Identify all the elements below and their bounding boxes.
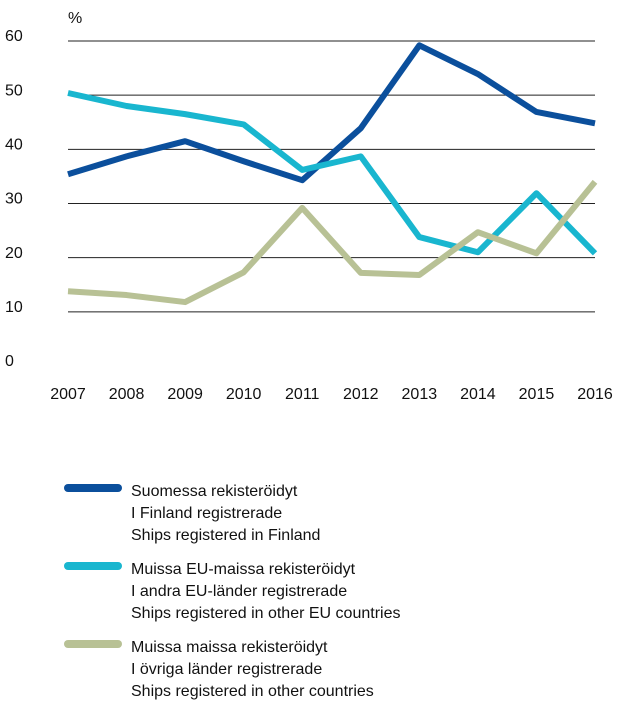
series-line [67,179,598,306]
legend-label: Muissa EU-maissa rekisteröidyt [131,561,356,578]
y-tick-label: 40 [5,137,23,154]
series-line [67,90,598,256]
x-tick-label: 2007 [50,386,86,403]
y-tick-label: 30 [5,191,23,208]
x-tick-label: 2011 [285,386,320,403]
x-tick-label: 2010 [226,386,262,403]
y-tick-label: 60 [5,28,23,45]
x-tick-label: 2015 [519,386,555,403]
x-tick-label: 2008 [109,386,145,403]
legend-label: Suomessa rekisteröidyt [131,483,298,500]
legend-label: Ships registered in other EU countries [131,605,400,622]
x-tick-label: 2014 [460,386,496,403]
legend-label: Ships registered in Finland [131,527,320,544]
legend-label: I Finland registrerade [131,505,282,522]
y-tick-label: 0 [5,353,14,370]
y-tick-label: 50 [5,82,23,99]
legend-label: I andra EU-länder registrerade [131,583,347,600]
series-line [67,42,596,184]
x-tick-label: 2012 [343,386,379,403]
legend-label: Ships registered in other countries [131,683,374,700]
legend-label: I övriga länder registrerade [131,661,322,678]
x-tick-label: 2009 [167,386,203,403]
y-tick-label: 20 [5,245,23,262]
x-tick-label: 2016 [577,386,613,403]
y-axis-label: % [68,10,82,27]
legend-label: Muissa maissa rekisteröidyt [131,639,328,656]
y-tick-label: 10 [5,299,23,316]
x-tick-label: 2013 [402,386,438,403]
